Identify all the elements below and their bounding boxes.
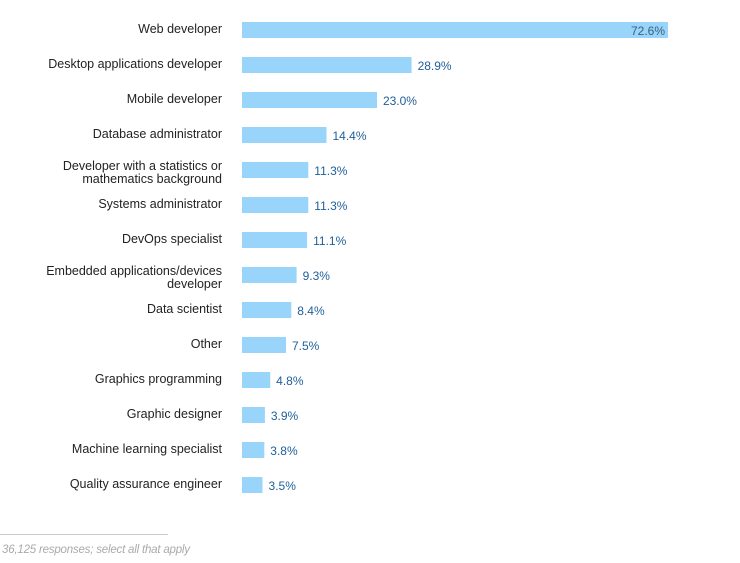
value-label: 3.5% [269,479,297,493]
bar-chart: Web developer 72.6% Desktop applications d… [46,22,668,493]
bar [242,267,297,283]
value-label: 28.9% [418,59,452,73]
bar [242,442,265,458]
bar [242,372,271,388]
footnote-divider [0,534,168,535]
value-label: 4.8% [276,374,304,388]
bar [242,57,412,73]
value-label: 11.3% [314,164,347,178]
category-label: Quality assurance engineer [70,477,222,491]
bar [242,197,309,213]
category-label: Desktop applications developer [48,57,222,71]
category-label: DevOps specialist [122,232,223,246]
value-label: 11.3% [314,199,347,213]
category-label: Web developer [138,22,222,36]
category-label: Machine learning specialist [72,442,223,456]
value-label: 3.8% [270,444,298,458]
category-label: Data scientist [147,302,223,316]
bar [242,127,327,143]
footnote: 36,125 responses; select all that apply [2,544,190,556]
bar [242,92,377,108]
value-label: 11.1% [313,234,346,248]
value-label: 23.0% [383,94,417,108]
category-label: Systems administrator [98,197,222,211]
category-label: Other [191,337,222,351]
category-label: Graphic designer [127,407,222,421]
bar [242,22,668,38]
category-label: Graphics programming [95,372,222,386]
value-label: 14.4% [332,129,366,143]
value-label: 3.9% [271,409,299,423]
bar [242,302,292,318]
category-label: Embedded applications/devices developer [46,264,222,291]
value-label: 9.3% [303,269,331,283]
bar [242,407,265,423]
category-label: Developer with a statistics or mathematic… [63,159,222,186]
bar [242,477,263,493]
bar [242,162,309,178]
value-label: 7.5% [292,339,320,353]
bar [242,232,308,248]
bar [242,337,286,353]
value-label: 72.6% [631,24,665,38]
category-label: Database administrator [93,127,222,141]
category-label: Mobile developer [127,92,222,106]
value-label: 8.4% [297,304,325,318]
